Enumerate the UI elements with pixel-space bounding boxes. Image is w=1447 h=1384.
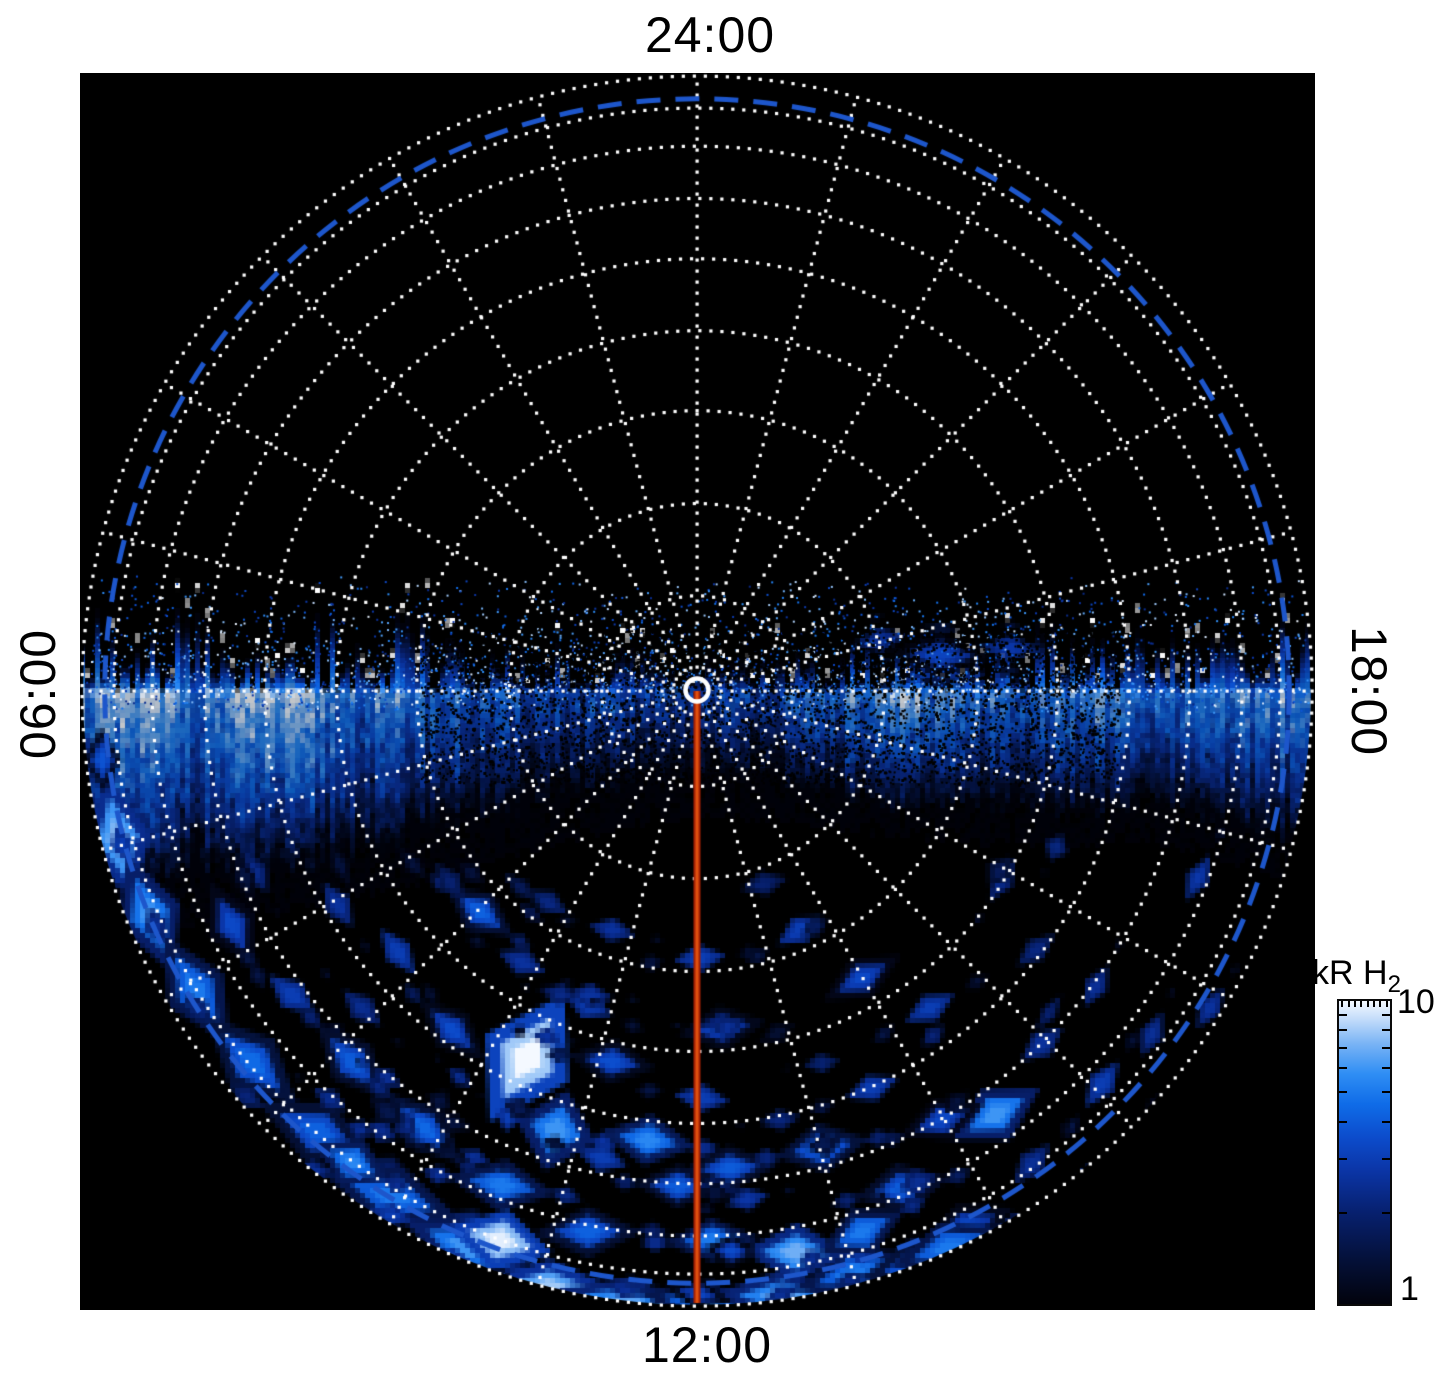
aurora-polar-map (80, 73, 1315, 1310)
colorbar-tick (1339, 1158, 1347, 1161)
colorbar-tick (1382, 1158, 1390, 1161)
local-time-label-1200: 12:00 (641, 1317, 773, 1373)
colorbar-tick (1339, 1211, 1347, 1214)
colorbar-tick (1382, 1211, 1390, 1214)
colorbar-top-tick (1360, 1001, 1363, 1007)
colorbar-tick (1339, 1120, 1347, 1123)
local-time-label-2400: 24:00 (644, 7, 776, 63)
colorbar-tick (1382, 1120, 1390, 1123)
local-time-label-0600: 06:00 (10, 628, 66, 760)
colorbar-top-tick (1341, 1001, 1344, 1007)
colorbar-top-tick (1373, 1001, 1376, 1007)
colorbar-top-tick (1366, 1001, 1369, 1007)
colorbar-tick (1339, 1046, 1347, 1049)
colorbar-tick (1339, 1029, 1347, 1032)
colorbar-top-tick (1379, 1001, 1382, 1007)
colorbar-min-label: 1 (1400, 1270, 1419, 1308)
colorbar-tick (1382, 1067, 1390, 1070)
colorbar-tick (1382, 1091, 1390, 1094)
colorbar-tick (1382, 1029, 1390, 1032)
colorbar (1337, 999, 1392, 1306)
colorbar-top-tick (1347, 1001, 1350, 1007)
colorbar-tick (1339, 1091, 1347, 1094)
colorbar-tick (1382, 1013, 1390, 1016)
colorbar-tick (1339, 1067, 1347, 1070)
colorbar-max-label: 10 (1397, 983, 1435, 1021)
colorbar-tick (1339, 1013, 1347, 1016)
colorbar-top-tick (1385, 1001, 1388, 1007)
colorbar-top-tick (1353, 1001, 1356, 1007)
colorbar-tick (1382, 1046, 1390, 1049)
colorbar-title-subscript: 2 (1387, 970, 1401, 998)
local-time-label-1800: 18:00 (1341, 625, 1397, 757)
colorbar-title: kR H2 (1312, 954, 1401, 998)
